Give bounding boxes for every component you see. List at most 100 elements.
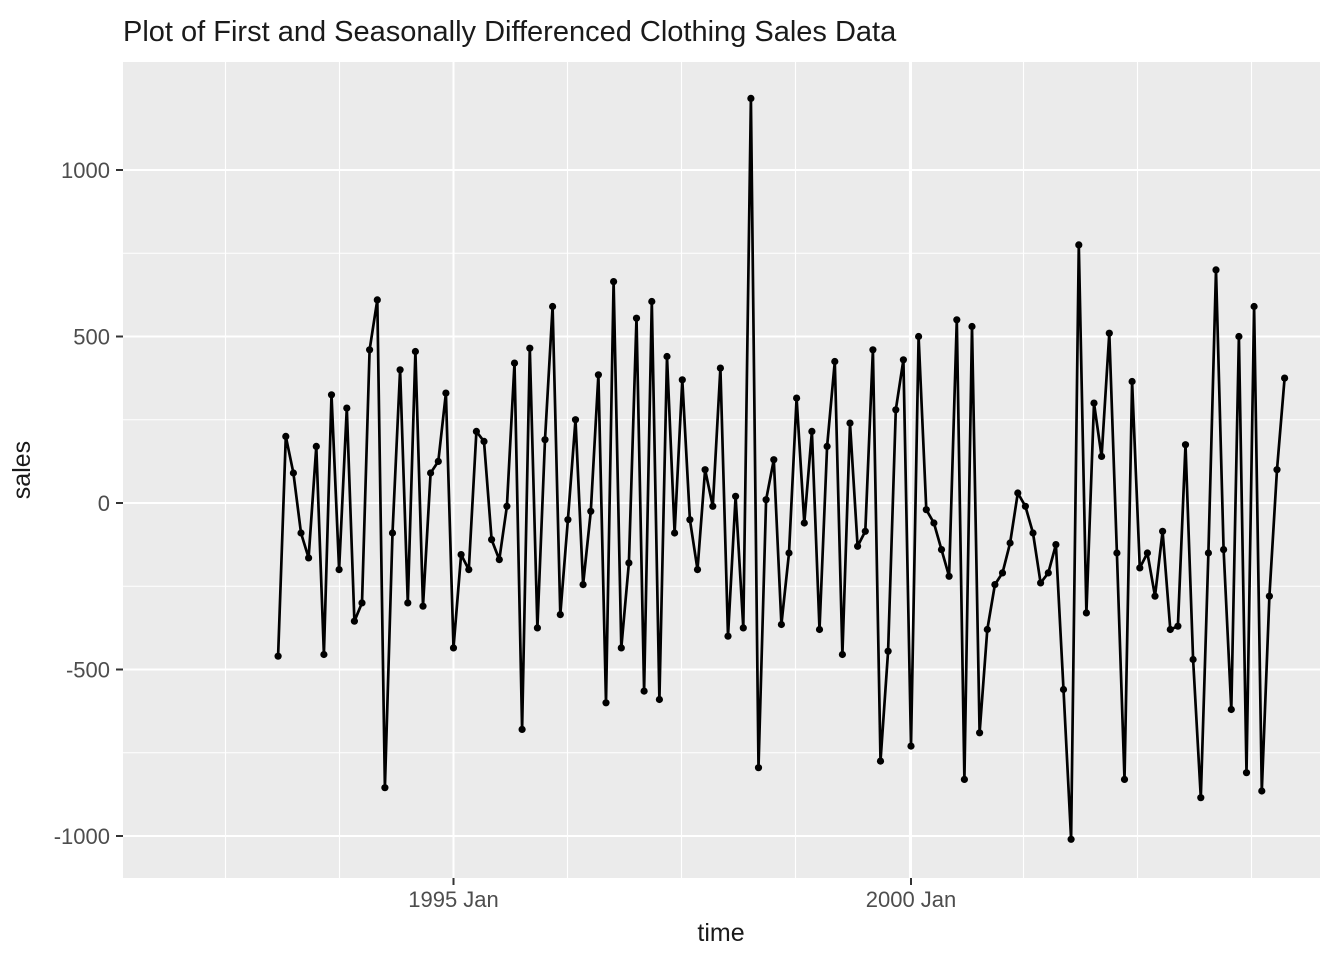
data-point <box>709 502 717 510</box>
data-point <box>465 566 473 574</box>
data-point <box>732 492 740 500</box>
data-point <box>297 529 305 537</box>
data-point <box>541 436 549 444</box>
data-point <box>815 625 824 634</box>
x-axis-tick-labels: 1995 Jan 2000 Jan <box>408 887 956 912</box>
data-point <box>518 725 526 734</box>
data-point <box>793 394 801 402</box>
data-point <box>846 419 854 427</box>
data-point <box>434 457 442 465</box>
data-point <box>777 620 786 629</box>
data-point <box>1037 579 1045 587</box>
grid-major-lines <box>123 62 1320 878</box>
data-point <box>1181 441 1190 449</box>
x-axis-title: time <box>697 919 744 947</box>
data-point <box>327 391 336 399</box>
data-point <box>884 647 892 655</box>
data-point <box>274 652 282 660</box>
data-point <box>411 347 419 356</box>
data-point <box>930 519 938 527</box>
x-tick-label: 1995 Jan <box>408 887 499 912</box>
data-point <box>663 352 671 361</box>
data-point <box>282 432 290 440</box>
data-point <box>1021 502 1029 510</box>
data-point <box>998 569 1007 577</box>
data-point <box>632 314 641 322</box>
data-point <box>1006 539 1014 547</box>
y-tick-label: 0 <box>98 491 110 516</box>
data-point <box>1136 564 1144 572</box>
data-point <box>350 617 358 625</box>
data-point <box>366 346 374 354</box>
data-point <box>503 502 511 510</box>
data-point <box>526 344 534 352</box>
data-point <box>1227 705 1235 714</box>
data-point <box>1090 399 1098 407</box>
data-point <box>1212 266 1220 274</box>
data-point <box>648 297 656 306</box>
data-point <box>1159 527 1167 535</box>
data-point <box>564 516 572 524</box>
data-point <box>1059 685 1068 694</box>
y-tick-label: -500 <box>66 658 110 683</box>
data-point <box>312 442 320 450</box>
data-point <box>1052 541 1060 549</box>
data-point <box>1189 655 1197 664</box>
data-point <box>1166 625 1174 634</box>
data-point <box>617 644 625 652</box>
data-point <box>701 466 709 474</box>
data-point <box>922 506 930 514</box>
data-point <box>571 416 580 424</box>
data-point <box>1082 609 1090 617</box>
data-point <box>800 519 808 527</box>
data-point <box>716 364 725 372</box>
data-point <box>1265 592 1273 600</box>
data-point <box>1281 374 1289 382</box>
data-point <box>610 278 618 286</box>
axis-tick-marks <box>116 168 912 885</box>
data-series <box>274 94 1289 843</box>
data-point <box>320 650 328 659</box>
data-point <box>625 559 633 567</box>
data-point <box>1098 452 1106 460</box>
data-point <box>747 94 755 102</box>
data-point <box>602 699 610 707</box>
data-point <box>1235 332 1243 341</box>
data-point <box>861 527 869 535</box>
data-point <box>960 775 969 784</box>
data-point <box>1128 377 1136 386</box>
data-point <box>892 406 900 414</box>
y-tick-label: 500 <box>73 324 110 349</box>
data-point <box>480 437 488 445</box>
data-point <box>404 599 412 607</box>
data-point <box>1067 835 1075 843</box>
data-point <box>449 644 458 652</box>
data-point <box>854 542 862 550</box>
data-point <box>594 371 603 379</box>
data-point <box>457 551 465 559</box>
data-point <box>1075 241 1083 249</box>
data-point <box>1143 549 1151 557</box>
data-point <box>358 599 366 607</box>
data-point <box>373 296 381 304</box>
chart-title: Plot of First and Seasonally Differenced… <box>123 16 897 48</box>
data-point <box>1120 775 1129 784</box>
data-point <box>831 357 839 366</box>
data-point <box>991 581 999 589</box>
data-point <box>823 442 831 450</box>
data-point <box>1242 769 1251 777</box>
data-point <box>1250 302 1258 311</box>
data-point <box>876 757 885 765</box>
y-tick-label: -1000 <box>54 824 110 849</box>
data-point <box>549 302 557 311</box>
data-point <box>1220 546 1228 554</box>
data-point <box>762 496 770 504</box>
data-point <box>388 529 397 537</box>
data-point <box>724 632 732 640</box>
data-point <box>838 650 847 659</box>
data-point <box>1204 549 1212 557</box>
data-point <box>937 546 946 554</box>
data-point <box>1113 549 1121 557</box>
